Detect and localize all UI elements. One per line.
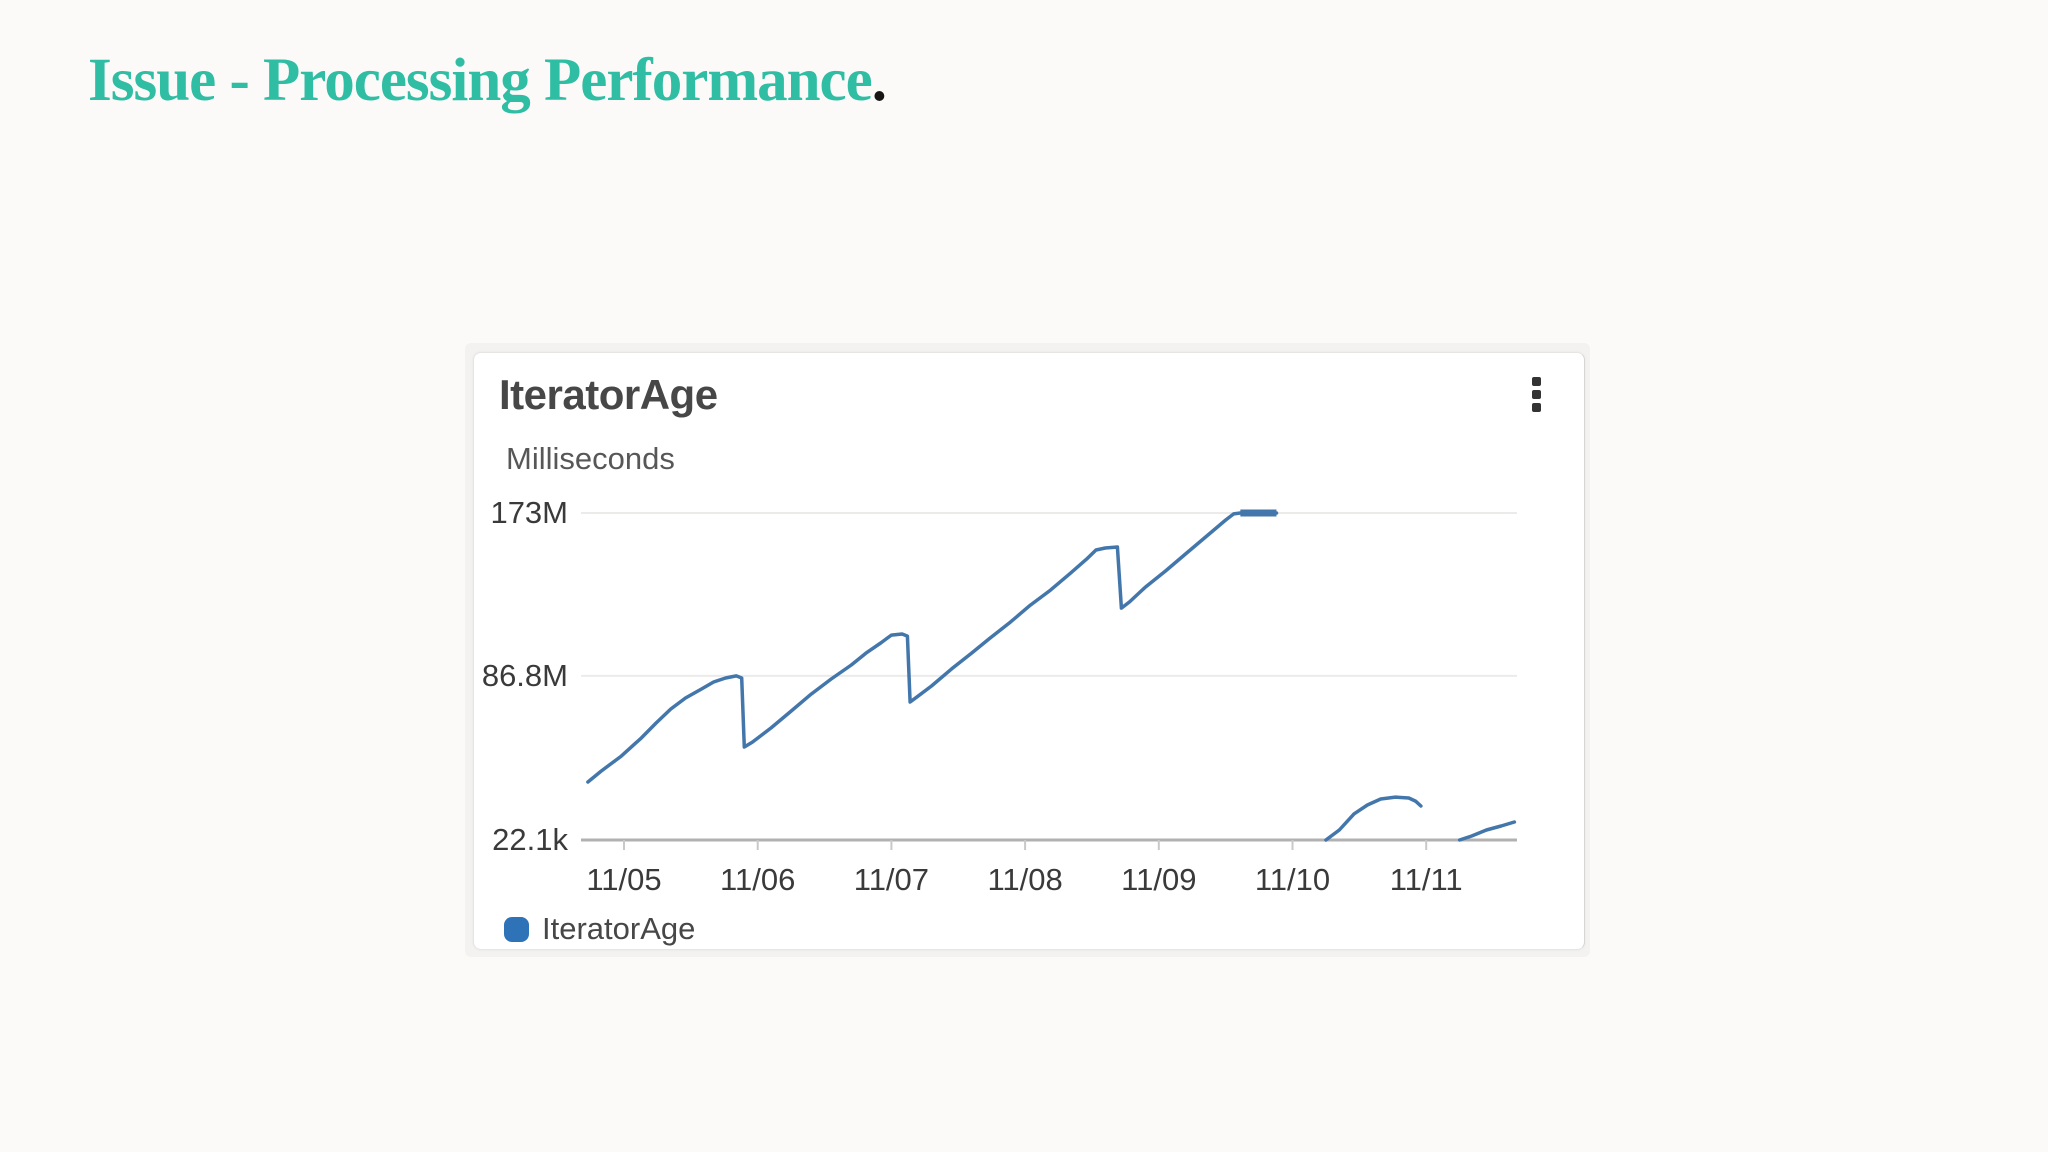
kebab-dot: [1531, 403, 1541, 412]
y-axis-tick-label: 22.1k: [492, 821, 568, 857]
kebab-menu-icon[interactable]: [1522, 373, 1550, 419]
legend-label: IteratorAge: [542, 911, 696, 946]
series-line: [586, 511, 1279, 784]
page-title-period: .: [871, 47, 887, 114]
x-axis-tick-label: 11/05: [586, 862, 662, 897]
x-axis-tick-label: 11/09: [1121, 862, 1197, 897]
series-line: [1324, 795, 1423, 842]
plot-area: [581, 509, 1517, 850]
series-line: [1457, 820, 1517, 842]
x-axis-tick-label: 11/08: [987, 862, 1063, 897]
page-title-text: Issue - Processing Performance: [88, 47, 873, 114]
page-title: Issue - Processing Performance.: [88, 47, 887, 114]
x-axis-tick-label: 11/10: [1254, 862, 1331, 897]
kebab-dot: [1531, 390, 1541, 399]
x-axis-tick-label: 11/07: [853, 862, 930, 897]
chart-frame: IteratorAge Milliseconds 173M 86.8M 22.1k …: [465, 343, 1590, 957]
metric-widget-card: IteratorAge Milliseconds 173M 86.8M 22.1k …: [473, 352, 1585, 950]
y-axis-unit-label: Milliseconds: [506, 441, 675, 476]
legend-swatch: [504, 916, 529, 942]
y-axis-tick-label: 173M: [490, 495, 568, 530]
y-axis-tick-label: 86.8M: [481, 657, 568, 693]
legend-item[interactable]: IteratorAge: [504, 911, 695, 947]
kebab-dot: [1531, 377, 1541, 386]
x-axis-tick-label: 11/11: [1389, 862, 1463, 897]
widget-title: IteratorAge: [499, 371, 718, 418]
x-axis-tick-label: 11/06: [720, 862, 796, 897]
